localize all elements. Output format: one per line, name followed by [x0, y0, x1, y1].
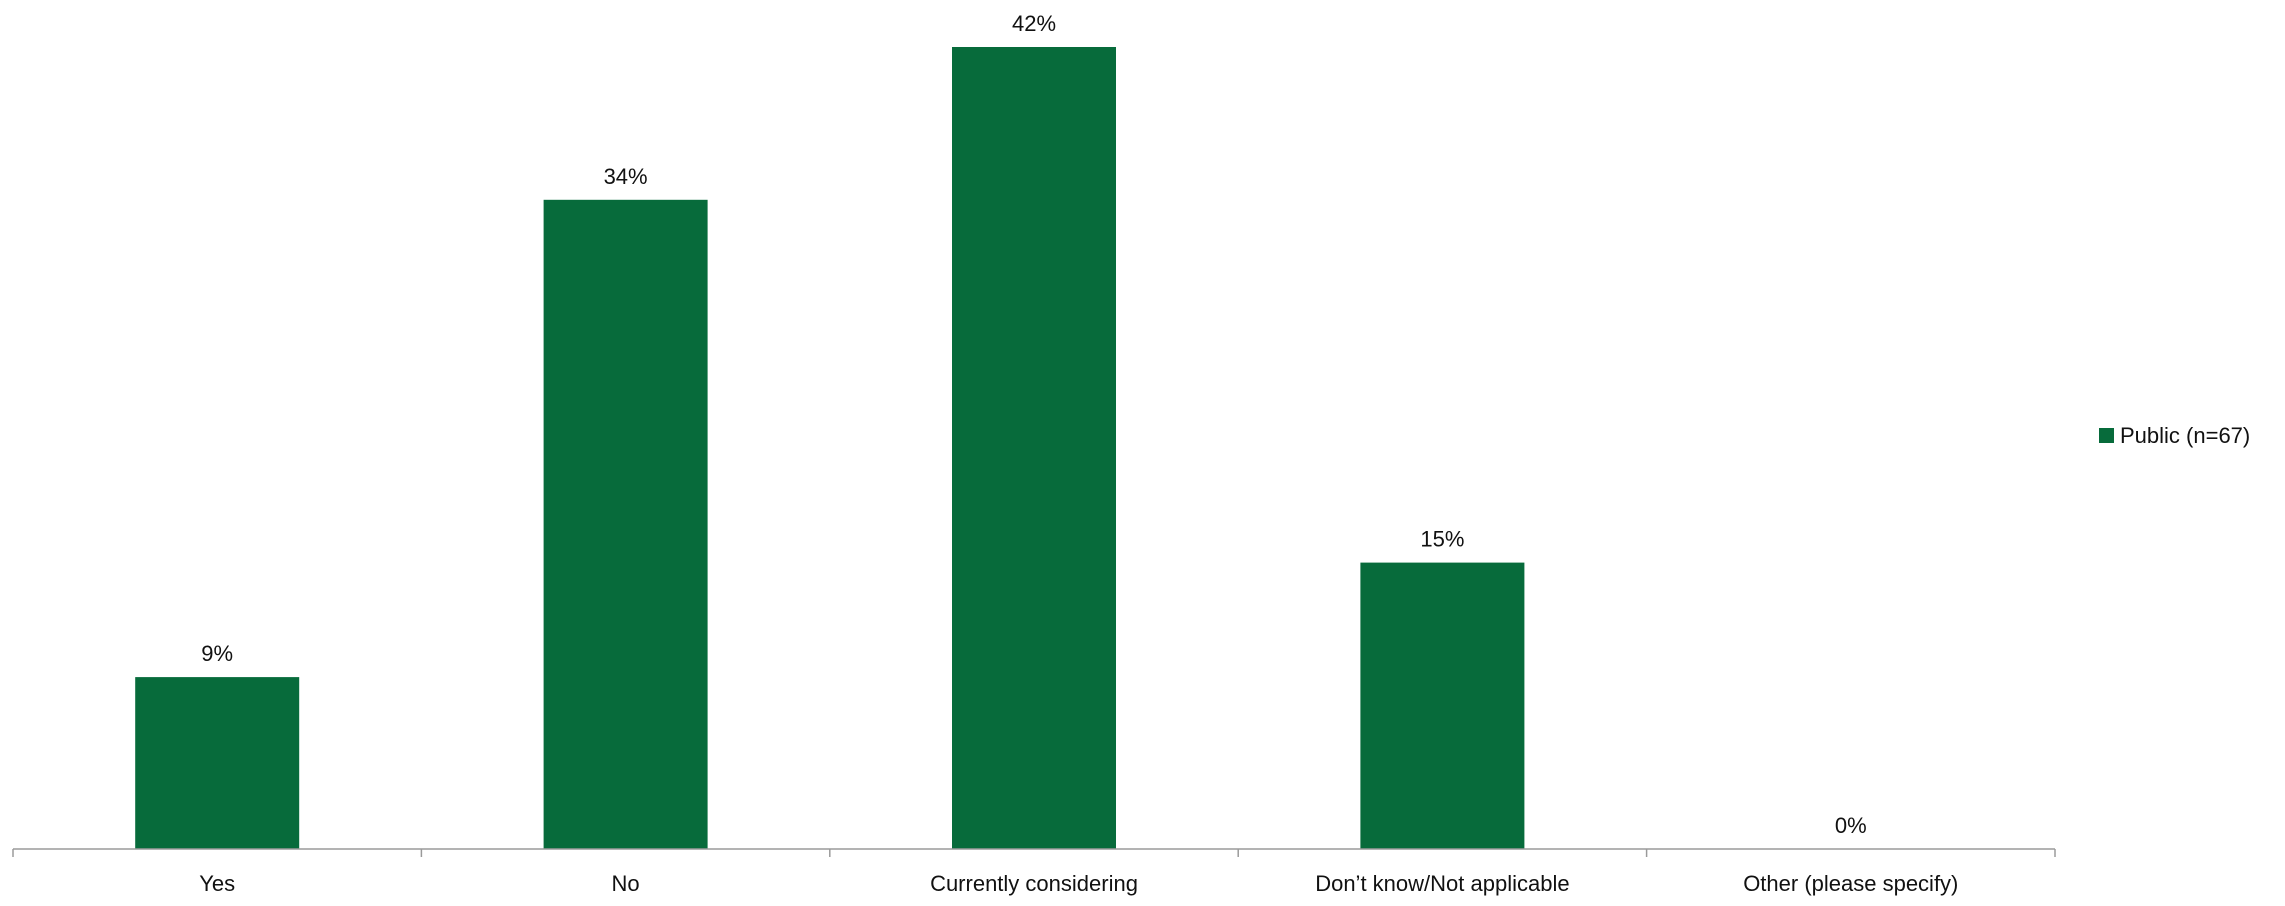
category-label-1: No: [612, 871, 640, 896]
category-label-3: Don’t know/Not applicable: [1315, 871, 1569, 896]
bar-1: [544, 200, 708, 849]
bars-layer: [135, 47, 1524, 849]
bar-3: [1360, 563, 1524, 849]
legend-swatch: [2099, 428, 2114, 443]
bar-2: [952, 47, 1116, 849]
data-label-2: 42%: [1012, 11, 1056, 36]
legend: Public (n=67): [2099, 423, 2250, 448]
bar-0: [135, 677, 299, 849]
category-label-0: Yes: [199, 871, 235, 896]
legend-label: Public (n=67): [2120, 423, 2250, 448]
x-axis: Yes No Currently considering Don’t know/Not…: [13, 849, 2055, 896]
data-label-4: 0%: [1835, 813, 1867, 838]
data-label-0: 9%: [201, 641, 233, 666]
category-label-4: Other (please specify): [1743, 871, 1958, 896]
data-label-3: 15%: [1420, 527, 1464, 552]
category-label-2: Currently considering: [930, 871, 1138, 896]
data-label-1: 34%: [604, 164, 648, 189]
